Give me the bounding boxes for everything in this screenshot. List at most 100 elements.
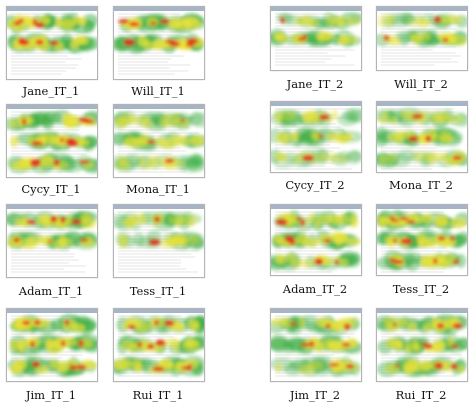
heat-spot-mid <box>190 135 204 147</box>
heatmap-image <box>7 309 97 377</box>
heat-spot-mid <box>188 235 200 245</box>
heatmap-image <box>377 309 467 378</box>
heat-layer <box>271 107 361 169</box>
heat-spot-cold <box>345 107 361 122</box>
heatmap-thumbnail <box>270 204 362 276</box>
heat-spot-hot <box>334 259 340 265</box>
heat-spot-hot <box>155 339 166 347</box>
heat-spot-hot <box>50 216 58 223</box>
heat-layer <box>7 211 97 251</box>
heat-spot-mid <box>10 161 25 170</box>
heat-spot-mid <box>138 134 151 143</box>
heat-spot-mid <box>277 132 290 144</box>
participant-label: Rui_IT_2 <box>395 388 447 402</box>
heat-spot-hot <box>152 366 165 372</box>
heat-spot-mid <box>421 213 433 224</box>
heat-spot-mid <box>137 156 145 166</box>
heat-spot-cold <box>191 153 204 167</box>
heat-spot-hot <box>308 341 315 347</box>
heat-spot-hot <box>406 220 416 224</box>
heat-spot-mid <box>377 14 394 23</box>
heat-spot-mid <box>35 365 50 374</box>
heatmap-thumbnail <box>376 6 468 71</box>
heat-spot-hot <box>164 39 176 44</box>
heatmap-image <box>114 105 204 173</box>
heat-spot-mid <box>440 152 449 161</box>
heat-spot-mid <box>301 111 314 122</box>
heat-layer <box>7 13 97 54</box>
heat-spot-hot <box>392 238 398 243</box>
heatmap-thumbnail <box>6 104 98 178</box>
window-title-bar <box>271 309 361 313</box>
heat-spot-hot <box>48 239 53 243</box>
window-title-bar <box>7 7 97 11</box>
heat-spot-mid <box>394 130 411 140</box>
heat-spot-mid <box>428 114 445 123</box>
heat-spot-hot <box>425 135 432 143</box>
heat-layer <box>7 313 97 377</box>
heat-spot-hot <box>389 216 395 220</box>
window-title-bar <box>271 7 361 11</box>
heatmap-image <box>7 105 97 174</box>
heat-spot-mid <box>377 115 391 124</box>
heat-spot-hot <box>407 136 419 142</box>
heatmap-image <box>271 309 361 377</box>
heat-layer <box>271 210 361 271</box>
heat-spot-hot <box>81 117 90 123</box>
heat-spot-mid <box>343 133 353 142</box>
heat-spot-hot <box>78 340 84 347</box>
heat-spot-mid <box>403 364 419 374</box>
heat-spot-cold <box>40 114 52 128</box>
heat-spot-hot <box>79 160 90 164</box>
heatmap-thumbnail <box>270 6 362 71</box>
heat-spot-mid <box>331 133 344 143</box>
heat-spot-hot <box>186 38 199 45</box>
heat-spot-mid <box>449 218 467 229</box>
heat-spot-mid <box>310 18 319 28</box>
heatmap-thumbnail <box>270 101 362 173</box>
participant-label: Adam_IT_2 <box>282 282 348 296</box>
window-title-bar <box>377 7 467 11</box>
heat-spot-mid <box>417 238 425 247</box>
window-title-bar <box>114 7 204 11</box>
heat-spot-hot <box>450 235 455 242</box>
heat-spot-mid <box>315 317 330 327</box>
heat-spot-mid <box>396 318 408 327</box>
heat-spot-hot <box>64 319 70 326</box>
heat-spot-hot <box>75 364 87 370</box>
heat-spot-hot <box>345 364 354 369</box>
heat-spot-mid <box>123 136 137 147</box>
heat-spot-hot <box>318 114 330 120</box>
heat-spot-hot <box>433 257 438 265</box>
heat-spot-mid <box>115 161 131 170</box>
heat-spot-mid <box>327 214 344 225</box>
heat-spot-mid <box>35 215 53 225</box>
heat-spot-mid <box>302 238 320 247</box>
heat-spot-hot <box>32 18 38 26</box>
heat-spot-mid <box>9 136 19 147</box>
heat-spot-hot <box>59 138 65 143</box>
heat-spot-mid <box>411 339 420 350</box>
heat-spot-mid <box>124 317 138 327</box>
heat-spot-mid <box>17 341 26 353</box>
heat-spot-mid <box>152 137 167 146</box>
heat-spot-mid <box>149 159 159 169</box>
heat-spot-hot <box>434 362 444 370</box>
heat-spot-mid <box>320 152 339 162</box>
participant-label: Jane_IT_2 <box>286 77 344 91</box>
heat-spot-hot <box>301 342 309 347</box>
heat-spot-mid <box>76 138 90 147</box>
heat-spot-hot <box>60 216 66 224</box>
heat-spot-mid <box>181 214 199 224</box>
heat-spot-mid <box>15 217 22 227</box>
heat-spot-hot <box>128 21 140 27</box>
heat-spot-hot <box>343 323 351 330</box>
heat-spot-hot <box>17 37 25 45</box>
heat-spot-mid <box>61 18 76 30</box>
heat-spot-hot <box>26 219 36 225</box>
window-title-bar <box>377 205 467 209</box>
heat-spot-hot <box>32 361 40 368</box>
heat-spot-hot <box>21 118 27 125</box>
heat-spot-mid <box>164 235 182 245</box>
heatmap-image <box>114 205 204 273</box>
